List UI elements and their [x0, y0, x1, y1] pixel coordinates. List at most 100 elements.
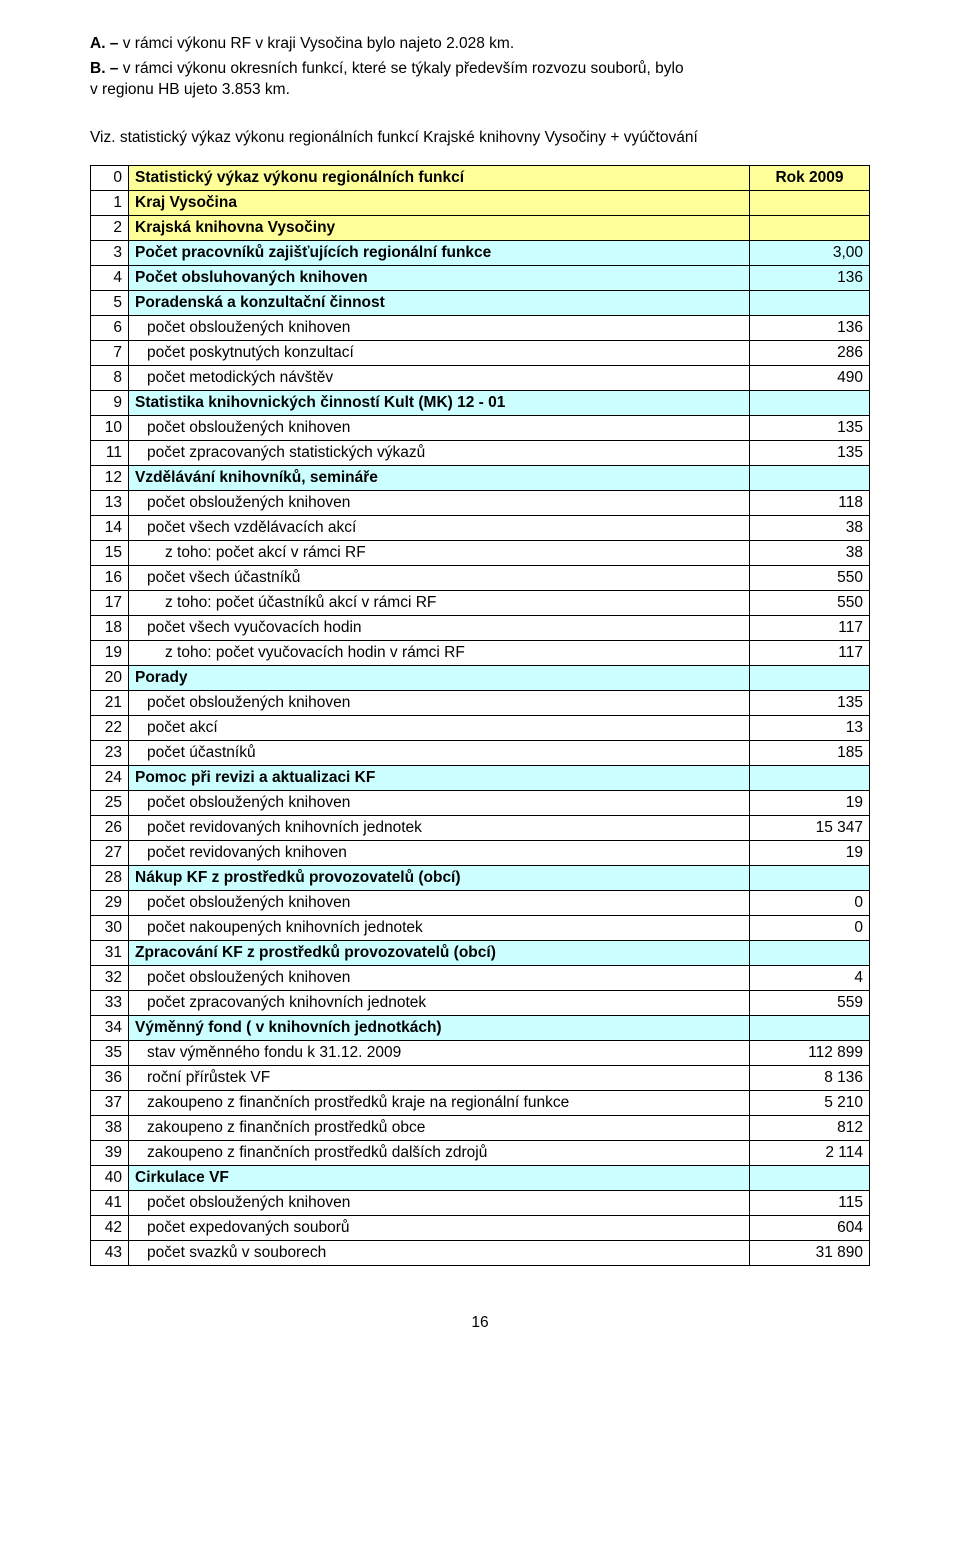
row-value — [750, 940, 870, 965]
row-number: 3 — [91, 240, 129, 265]
intro-b-text1: v rámci výkonu okresních funkcí, které s… — [118, 60, 683, 77]
row-label: počet expedovaných souborů — [129, 1215, 750, 1240]
row-label: Pomoc při revizi a aktualizaci KF — [129, 765, 750, 790]
row-label: Cirkulace VF — [129, 1165, 750, 1190]
row-value: 559 — [750, 990, 870, 1015]
row-label: Zpracování KF z prostředků provozovatelů… — [129, 940, 750, 965]
row-label: počet nakoupených knihovních jednotek — [129, 915, 750, 940]
viz-note: Viz. statistický výkaz výkonu regionální… — [90, 129, 870, 147]
row-number: 8 — [91, 365, 129, 390]
table-row: 1Kraj Vysočina — [91, 190, 870, 215]
row-value — [750, 290, 870, 315]
table-row: 16počet všech účastníků550 — [91, 565, 870, 590]
table-row: 18počet všech vyučovacích hodin117 — [91, 615, 870, 640]
table-row: 9Statistika knihovnických činností Kult … — [91, 390, 870, 415]
row-number: 15 — [91, 540, 129, 565]
row-value — [750, 390, 870, 415]
row-value: 38 — [750, 540, 870, 565]
intro-paragraph: A. – v rámci výkonu RF v kraji Vysočina … — [90, 34, 870, 101]
row-value: 13 — [750, 715, 870, 740]
row-number: 34 — [91, 1015, 129, 1040]
row-value: 117 — [750, 640, 870, 665]
table-row: 8počet metodických návštěv490 — [91, 365, 870, 390]
row-number: 13 — [91, 490, 129, 515]
row-value: 4 — [750, 965, 870, 990]
page-number: 16 — [90, 1314, 870, 1332]
row-number: 31 — [91, 940, 129, 965]
row-number: 1 — [91, 190, 129, 215]
row-label: počet obsloužených knihoven — [129, 790, 750, 815]
table-row: 6počet obsloužených knihoven136 — [91, 315, 870, 340]
row-value: 19 — [750, 840, 870, 865]
table-row: 25počet obsloužených knihoven19 — [91, 790, 870, 815]
row-number: 23 — [91, 740, 129, 765]
row-label: počet obsloužených knihoven — [129, 965, 750, 990]
row-label: počet obsloužených knihoven — [129, 890, 750, 915]
stats-table: 0 Statistický výkaz výkonu regionálních … — [90, 165, 870, 1266]
row-value: 135 — [750, 440, 870, 465]
row-label: počet účastníků — [129, 740, 750, 765]
table-row: 7počet poskytnutých konzultací286 — [91, 340, 870, 365]
row-number: 2 — [91, 215, 129, 240]
row-value: 112 899 — [750, 1040, 870, 1065]
row-number: 36 — [91, 1065, 129, 1090]
row-number: 18 — [91, 615, 129, 640]
table-row: 36roční přírůstek VF8 136 — [91, 1065, 870, 1090]
row-value: 2 114 — [750, 1140, 870, 1165]
intro-b-label: B. – — [90, 60, 118, 77]
row-number: 32 — [91, 965, 129, 990]
row-value: 0 — [750, 915, 870, 940]
table-row: 14počet všech vzdělávacích akcí38 — [91, 515, 870, 540]
row-number: 28 — [91, 865, 129, 890]
row-value: 136 — [750, 315, 870, 340]
row-value — [750, 215, 870, 240]
table-row: 20Porady — [91, 665, 870, 690]
row-label: počet všech účastníků — [129, 565, 750, 590]
row-value: 550 — [750, 590, 870, 615]
intro-a-label: A. – — [90, 35, 118, 52]
table-row: 13počet obsloužených knihoven118 — [91, 490, 870, 515]
row-label: Počet pracovníků zajišťujících regionáln… — [129, 240, 750, 265]
row-label: počet všech vyučovacích hodin — [129, 615, 750, 640]
row-number: 6 — [91, 315, 129, 340]
row-value: 812 — [750, 1115, 870, 1140]
table-row: 22počet akcí13 — [91, 715, 870, 740]
row-label: Porady — [129, 665, 750, 690]
row-label: zakoupeno z finančních prostředků kraje … — [129, 1090, 750, 1115]
table-row: 34Výměnný fond ( v knihovních jednotkách… — [91, 1015, 870, 1040]
row-value — [750, 1165, 870, 1190]
row-label: Počet obsluhovaných knihoven — [129, 265, 750, 290]
table-row: 4Počet obsluhovaných knihoven136 — [91, 265, 870, 290]
row-number: 9 — [91, 390, 129, 415]
row-label: z toho: počet vyučovacích hodin v rámci … — [129, 640, 750, 665]
row-number: 17 — [91, 590, 129, 615]
row-value: 115 — [750, 1190, 870, 1215]
row-label: z toho: počet účastníků akcí v rámci RF — [129, 590, 750, 615]
row-number: 5 — [91, 290, 129, 315]
row-number: 40 — [91, 1165, 129, 1190]
table-row: 28Nákup KF z prostředků provozovatelů (o… — [91, 865, 870, 890]
page: A. – v rámci výkonu RF v kraji Vysočina … — [0, 0, 960, 1352]
table-row: 30počet nakoupených knihovních jednotek0 — [91, 915, 870, 940]
row-value — [750, 465, 870, 490]
table-row: 15z toho: počet akcí v rámci RF38 — [91, 540, 870, 565]
table-row: 39zakoupeno z finančních prostředků dalš… — [91, 1140, 870, 1165]
row-label: Vzdělávání knihovníků, semináře — [129, 465, 750, 490]
row-number: 30 — [91, 915, 129, 940]
row-label: Kraj Vysočina — [129, 190, 750, 215]
row-number: 10 — [91, 415, 129, 440]
row-label: počet akcí — [129, 715, 750, 740]
row-label: z toho: počet akcí v rámci RF — [129, 540, 750, 565]
table-row: 29počet obsloužených knihoven0 — [91, 890, 870, 915]
row-label: Statistika knihovnických činností Kult (… — [129, 390, 750, 415]
table-row: 2Krajská knihovna Vysočiny — [91, 215, 870, 240]
table-row: 24Pomoc při revizi a aktualizaci KF — [91, 765, 870, 790]
table-row: 37zakoupeno z finančních prostředků kraj… — [91, 1090, 870, 1115]
row-label: roční přírůstek VF — [129, 1065, 750, 1090]
row-value: 604 — [750, 1215, 870, 1240]
table-row: 19z toho: počet vyučovacích hodin v rámc… — [91, 640, 870, 665]
row-value: 5 210 — [750, 1090, 870, 1115]
row-number: 39 — [91, 1140, 129, 1165]
table-row: 27počet revidovaných knihoven19 — [91, 840, 870, 865]
row-label: počet obsloužených knihoven — [129, 415, 750, 440]
